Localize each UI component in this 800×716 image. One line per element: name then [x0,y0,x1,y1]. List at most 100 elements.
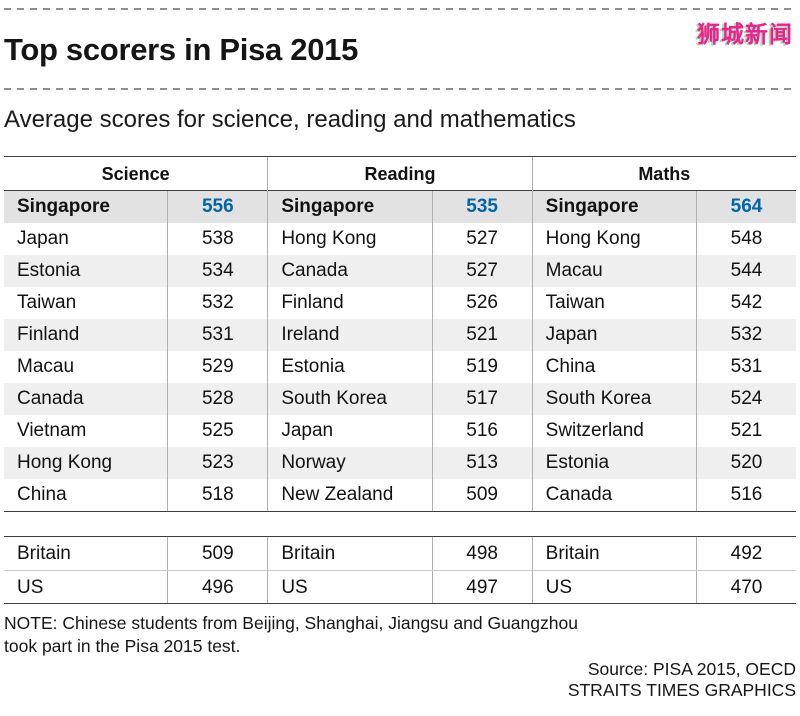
dashed-divider-top [4,8,796,10]
score-cell: 542 [695,287,796,319]
score-cell: 556 [167,191,267,223]
source-credit: Source: PISA 2015, OECD STRAITS TIMES GR… [4,659,796,702]
table-row: US 496 [4,570,268,603]
country-cell: Singapore [281,196,375,217]
rows-maths: Singapore 564 Hong Kong 548 Macau 544 Taiwan 54… [532,191,796,511]
score-cell: 534 [167,255,267,287]
country-cell: Canada [281,260,348,281]
page-title: Top scorers in Pisa 2015 [4,32,359,67]
country-cell: Hong Kong [545,228,641,249]
table-row: Hong Kong 548 [533,223,796,255]
footnote-line-2: took part in the Pisa 2015 test. [4,635,241,656]
table-row: Japan 516 [268,415,531,447]
score-cell: 517 [431,383,532,415]
table-row: Switzerland 521 [533,415,796,447]
country-cell: Hong Kong [17,452,113,473]
table-row: Estonia 519 [268,351,531,383]
country-cell: US [17,577,44,598]
table-row: Britain 498 [268,537,532,570]
table-row: Finland 531 [4,319,268,351]
country-cell: South Korea [281,388,387,409]
table-row: South Korea 524 [532,383,796,415]
extra-column-maths: Britain 492 US 470 [531,537,796,603]
chart-subtitle: Average scores for science, reading and … [4,106,576,133]
score-cell: 531 [167,319,267,351]
score-cell: 516 [695,479,796,511]
country-cell: South Korea [545,388,652,409]
score-cell: 531 [695,351,796,383]
country-cell: Macau [545,260,603,281]
score-cell: 526 [431,287,532,319]
table-row: Macau 529 [4,351,267,383]
country-cell: Taiwan [17,292,77,313]
table-row: Japan 532 [532,319,796,351]
country-cell: Hong Kong [281,228,377,249]
table-row: Singapore 556 [4,191,268,223]
table-row: Britain 492 [532,537,796,570]
table-row: Canada 516 [533,479,796,511]
source-line-1: Source: PISA 2015, OECD [587,658,796,679]
score-cell: 564 [695,191,796,223]
rows-reading: Singapore 535 Hong Kong 527 Canada 527 Finland… [268,191,532,511]
country-cell: Singapore [545,196,639,217]
table-row: Hong Kong 527 [268,223,531,255]
country-cell: Japan [545,324,598,345]
country-cell: Switzerland [545,420,644,441]
country-cell: Britain [281,543,336,564]
table-row: Macau 544 [532,255,796,287]
score-cell: 521 [695,415,796,447]
score-cell: 509 [167,537,267,570]
table-row: Finland 526 [268,287,531,319]
table-row: Norway 513 [268,447,532,479]
score-cell: 535 [431,191,532,223]
score-cell: 520 [695,447,796,479]
footnote: NOTE: Chinese students from Beijing, Sha… [4,612,796,658]
country-cell: Canada [545,484,613,505]
country-cell: Estonia [281,356,345,377]
country-cell: Japan [17,228,69,249]
country-cell: Britain [545,543,600,564]
table-row: New Zealand 509 [268,479,531,511]
table-row: Singapore 535 [268,191,532,223]
table-row: Hong Kong 523 [4,447,268,479]
score-cell: 509 [431,479,532,511]
score-cell: 496 [167,571,267,603]
scores-table: Science Singapore 556 Japan 538 Estonia 534 Ta… [4,156,796,512]
extra-column-science: Britain 509 US 496 [4,537,268,603]
table-row: Singapore 564 [532,191,796,223]
score-cell: 470 [695,571,796,603]
country-cell: Vietnam [17,420,87,441]
country-cell: China [545,356,596,377]
score-cell: 524 [695,383,796,415]
britain-us-table: Britain 509 US 496 Britain 498 US 497 Britain 4… [4,536,796,604]
country-cell: Norway [281,452,346,473]
table-row: Taiwan 542 [533,287,796,319]
score-cell: 527 [431,223,532,255]
score-cell: 518 [167,479,267,511]
score-cell: 532 [695,319,796,351]
table-row: Britain 509 [4,537,268,570]
column-header-maths: Maths [532,157,796,191]
score-cell: 525 [167,415,267,447]
score-cell: 532 [167,287,267,319]
table-row: Taiwan 532 [4,287,267,319]
score-cell: 498 [431,537,532,570]
table-row: Vietnam 525 [4,415,267,447]
score-cell: 516 [431,415,532,447]
table-row: US 470 [532,570,796,603]
footer: NOTE: Chinese students from Beijing, Sha… [4,612,796,702]
extra-rows-science: Britain 509 US 496 [4,537,268,603]
table-row: Ireland 521 [268,319,532,351]
table-row: US 497 [268,570,532,603]
country-cell: US [545,577,573,598]
source-line-2: STRAITS TIMES GRAPHICS [567,680,796,701]
column-science: Science Singapore 556 Japan 538 Estonia 534 Ta… [4,157,268,511]
score-cell: 528 [167,383,267,415]
site-watermark: 狮城新闻 [697,21,793,47]
rows-science: Singapore 556 Japan 538 Estonia 534 Taiwan 532 F… [4,191,268,511]
country-cell: Finland [281,292,344,313]
country-cell: Britain [17,543,71,564]
score-cell: 523 [167,447,267,479]
table-row: Estonia 534 [4,255,268,287]
dashed-divider-under-title [4,88,796,90]
